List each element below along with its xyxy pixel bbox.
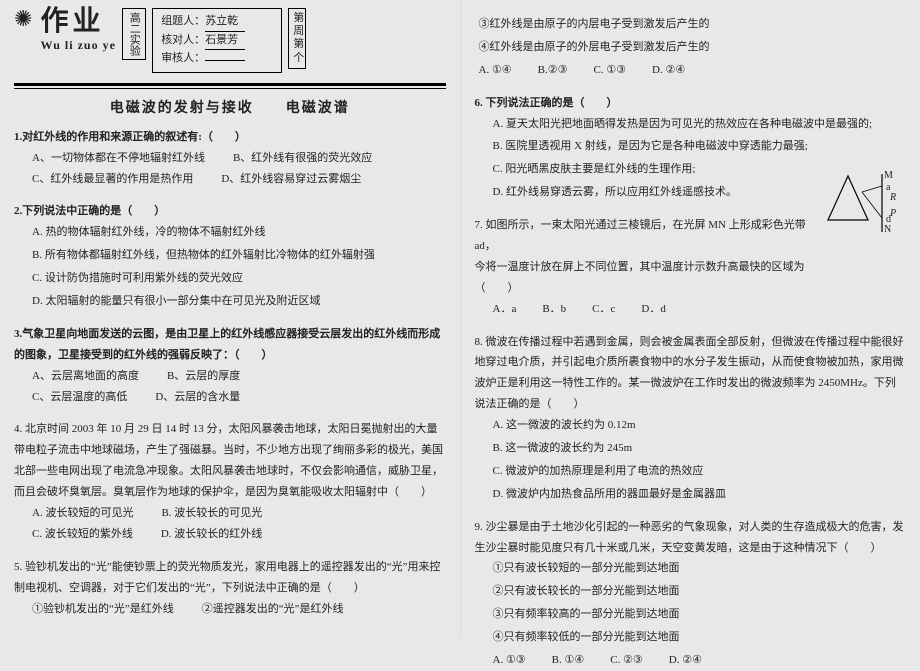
q9-ans-d: D. ②④ [669,650,702,671]
question-3: 3.气象卫星向地面发送的云图，是由卫星上的红外线感应器接受云层发出的红外线而形成… [14,324,446,408]
q1-opt-d: D、红外线容易穿过云雾烟尘 [221,169,361,190]
reviewer-blank [205,60,245,61]
q7-stem1: 7. 如图所示，一束太阳光通过三棱镜后，在光屏 MN 上形成彩色光带 ad， [475,215,825,257]
info-box: 组题人：苏立乾 核对人：石景芳 审核人： [152,8,282,73]
q4-opt-a: A. 波长较短的可见光 [32,503,133,524]
question-5-cont: ③红外线是由原子的内层电子受到激发后产生的 ④红外线是由原子的外层电子受到激发后… [475,14,907,81]
q9-ans-a: A. ①③ [493,650,526,671]
checker-label: 核对人： [161,34,205,46]
q3-opt-d: D、云层的含水量 [155,387,240,408]
q8-opt-a: A. 这一微波的波长约为 0.12m [493,415,907,436]
question-9: 9. 沙尘暴是由于土地沙化引起的一种恶劣的气象现象，对人类的生存造成极大的危害，… [475,517,907,671]
author-label: 组题人： [161,15,205,27]
dia-lbl-M: M [884,170,893,181]
question-5: 5. 验钞机发出的“光”能使钞票上的荧光物质发光，家用电器上的遥控器发出的“光”… [14,557,446,620]
q9-opt-1: ①只有波长较短的一部分光能到达地面 [493,558,907,579]
worksheet-header: ✺ 作业 Wu li zuo ye 高二实验 组题人：苏立乾 核对人：石景芳 审… [14,8,446,73]
q7-stem2: 今将一温度计放在屏上不同位置，其中温度计示数升高最快的区域为（ ） [475,257,825,299]
q9-ans-c: C. ②③ [610,650,643,671]
q8-opt-d: D. 微波炉内加热食品所用的器皿最好是金属器皿 [493,484,907,505]
class-label: 高二实验 [127,11,141,57]
author-name: 苏立乾 [205,13,245,32]
q5-ans-d: D. ②④ [652,60,685,81]
logo-pinyin: Wu li zuo ye [40,38,115,53]
q5-ans-c: C. ①③ [593,60,626,81]
checker-name: 石景芳 [205,32,245,51]
q5-ans-a: A. ①④ [479,60,512,81]
q5-stem: 5. 验钞机发出的“光”能使钞票上的荧光物质发光，家用电器上的遥控器发出的“光”… [14,557,446,599]
q6-stem: 6. 下列说法正确的是（ ） [475,93,907,114]
q1-stem: 1.对红外线的作用和来源正确的叙述有:（ ） [14,127,446,148]
q2-opt-a: A. 热的物体辐射红外线，冷的物体不辐射红外线 [32,222,446,243]
q7-opt-d: D．d [641,299,665,320]
q5-opt-1: ①验钞机发出的“光”是红外线 [32,599,174,620]
q9-opt-3: ③只有频率较高的一部分光能到达地面 [493,604,907,625]
q1-opt-a: A、一切物体都在不停地辐射红外线 [32,148,205,169]
q4-opt-d: D. 波长较长的红外线 [161,524,262,545]
q5-opt-3: ③红外线是由原子的内层电子受到激发后产生的 [479,14,907,35]
question-2: 2.下列说法中正确的是（ ） A. 热的物体辐射红外线，冷的物体不辐射红外线 B… [14,201,446,311]
dia-lbl-R: R [890,192,896,203]
question-1: 1.对红外线的作用和来源正确的叙述有:（ ） A、一切物体都在不停地辐射红外线 … [14,127,446,190]
class-box: 高二实验 [122,8,146,60]
worksheet-title: 电磁波的发射与接收 电磁波谱 [14,97,446,117]
q5-ans-b: B.②③ [538,60,568,81]
q9-opt-4: ④只有频率较低的一部分光能到达地面 [493,627,907,648]
q7-opt-a: A．a [493,299,517,320]
q2-opt-c: C. 设计防伪措施时可利用紫外线的荧光效应 [32,268,446,289]
logo-block: 作业 Wu li zuo ye [40,8,115,53]
q3-opt-a: A、云层离地面的高度 [32,366,139,387]
q7-opt-c: C．c [592,299,615,320]
question-8: 8. 微波在传播过程中若遇到金属，则会被金属表面全部反射，但微波在传播过程中能很… [475,332,907,505]
q3-stem: 3.气象卫星向地面发送的云图，是由卫星上的红外线感应器接受云层发出的红外线而形成… [14,324,446,366]
q3-opt-b: B、云层的厚度 [167,366,240,387]
q3-opt-c: C、云层温度的高低 [32,387,127,408]
q8-opt-b: B. 这一微波的波长约为 245m [493,438,907,459]
q5-opt-2: ②遥控器发出的“光”是红外线 [202,599,344,620]
q9-stem: 9. 沙尘暴是由于土地沙化引起的一种恶劣的气象现象，对人类的生存造成极大的危害，… [475,517,907,559]
logo-chinese: 作业 [40,8,104,36]
header-rule [14,83,446,89]
q4-opt-c: C. 波长较短的紫外线 [32,524,133,545]
dia-lbl-N: N [884,224,891,235]
q4-stem: 4. 北京时间 2003 年 10 月 29 日 14 时 13 分，太阳风暴袭… [14,419,446,503]
q8-opt-c: C. 微波炉的加热原理是利用了电流的热效应 [493,461,907,482]
q5-opt-4: ④红外线是由原子的外层电子受到激发后产生的 [479,37,907,58]
q7-opt-b: B．b [542,299,566,320]
q2-opt-d: D. 太阳辐射的能量只有很小一部分集中在可见光及附近区域 [32,291,446,312]
q8-stem: 8. 微波在传播过程中若遇到金属，则会被金属表面全部反射，但微波在传播过程中能很… [475,332,907,416]
week-box: 第 周第 个 [288,8,306,69]
prism-diagram: M a R P d N [824,172,902,236]
q6-opt-b: B. 医院里透视用 X 射线，是因为它是各种电磁波中穿透能力最强; [493,136,907,157]
q9-ans-b: B. ①④ [552,650,585,671]
reviewer-label: 审核人： [161,52,205,64]
q2-opt-b: B. 所有物体都辐射红外线，但热物体的红外辐射比冷物体的红外辐射强 [32,245,446,266]
question-4: 4. 北京时间 2003 年 10 月 29 日 14 时 13 分，太阳风暴袭… [14,419,446,544]
q1-opt-c: C、红外线最显著的作用是热作用 [32,169,193,190]
q6-opt-a: A. 夏天太阳光把地面晒得发热是因为可见光的热效应在各种电磁波中是最强的; [493,114,907,135]
decoration-glyph: ✺ [14,8,32,30]
q1-opt-b: B、红外线有很强的荧光效应 [233,148,372,169]
q4-opt-b: B. 波长较长的可见光 [161,503,262,524]
q2-stem: 2.下列说法中正确的是（ ） [14,201,446,222]
q9-opt-2: ②只有波长较长的一部分光能到达地面 [493,581,907,602]
